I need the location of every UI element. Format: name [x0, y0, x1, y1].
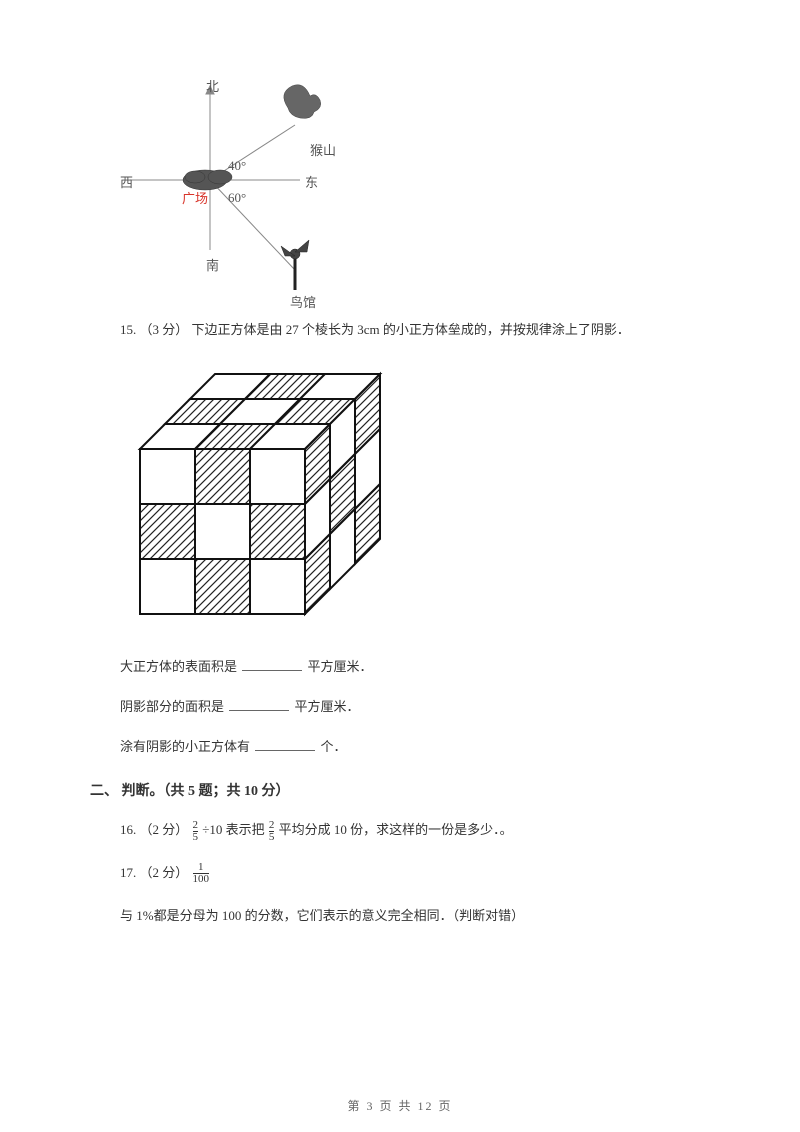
page-footer: 第 3 页 共 12 页 [80, 1097, 720, 1114]
q15c-pre: 涂有阴影的小正方体有 [120, 739, 250, 754]
label-angle2: 60° [228, 190, 246, 206]
fraction-2-5: 2 5 [193, 820, 199, 843]
foot-pre: 第 [347, 1099, 366, 1113]
q15-line-c: 涂有阴影的小正方体有 个． [120, 734, 720, 760]
q15-num: 15. [120, 322, 140, 337]
q15b-post: 平方厘米． [295, 699, 360, 714]
map-diagram: 北 南 东 西 40° 60° 猴山 鸟馆 广场 [110, 60, 340, 300]
q15a-post: 平方厘米． [308, 659, 373, 674]
q17-line2: 与 1%都是分母为 100 的分数，它们表示的意义完全相同．（判断对错） [120, 903, 720, 929]
q16-points: （2 分） [140, 822, 189, 837]
label-west: 西 [120, 172, 133, 191]
frac-bot: 5 [193, 831, 199, 843]
blank[interactable] [242, 670, 302, 671]
label-square: 广场 [182, 188, 208, 207]
fraction-1-100: 1 100 [193, 862, 210, 885]
blank[interactable] [229, 710, 289, 711]
foot-post: 页 [439, 1099, 453, 1113]
frac-top: 1 [193, 862, 210, 873]
label-monkey: 猴山 [310, 140, 336, 159]
foot-cur: 3 [366, 1099, 374, 1113]
q15a-pre: 大正方体的表面积是 [120, 659, 237, 674]
q15-line-b: 阴影部分的面积是 平方厘米． [120, 694, 720, 720]
section-2-header: 二、 判断。（共 5 题；共 10 分） [90, 780, 720, 800]
q15-points: （3 分） [140, 322, 189, 337]
cube-svg [110, 359, 390, 629]
q17-points: （2 分） [140, 865, 189, 880]
question-17: 17. （2 分） 1 100 [120, 861, 720, 886]
label-bird: 鸟馆 [290, 292, 316, 311]
blank[interactable] [255, 750, 315, 751]
question-15: 15. （3 分） 下边正方体是由 27 个棱长为 3cm 的小正方体垒成的，并… [120, 318, 720, 341]
q15-line-a: 大正方体的表面积是 平方厘米． [120, 654, 720, 680]
label-east: 东 [305, 172, 318, 191]
frac-top: 2 [269, 820, 275, 831]
q17-num: 17. [120, 865, 140, 880]
frac-bot: 100 [193, 873, 210, 885]
foot-total: 12 [418, 1099, 434, 1113]
label-angle1: 40° [228, 158, 246, 174]
foot-mid: 页 共 [379, 1099, 417, 1113]
label-south: 南 [206, 255, 219, 274]
frac-top: 2 [193, 820, 199, 831]
q15b-pre: 阴影部分的面积是 [120, 699, 224, 714]
q16-mid1: ÷10 表示把 [202, 822, 268, 837]
q16-num: 16. [120, 822, 140, 837]
q16-mid2: 平均分成 10 份，求这样的一份是多少．。 [279, 822, 513, 837]
q15c-post: 个． [321, 739, 347, 754]
question-16: 16. （2 分） 2 5 ÷10 表示把 2 5 平均分成 10 份，求这样的… [120, 818, 720, 843]
fraction-2-5b: 2 5 [269, 820, 275, 843]
label-north: 北 [206, 76, 219, 95]
q15-text: 下边正方体是由 27 个棱长为 3cm 的小正方体垒成的，并按规律涂上了阴影． [192, 322, 630, 337]
cube-figure [110, 359, 720, 634]
page-content: 北 南 东 西 40° 60° 猴山 鸟馆 广场 15. （3 分） 下边正方体… [80, 0, 720, 929]
frac-bot: 5 [269, 831, 275, 843]
